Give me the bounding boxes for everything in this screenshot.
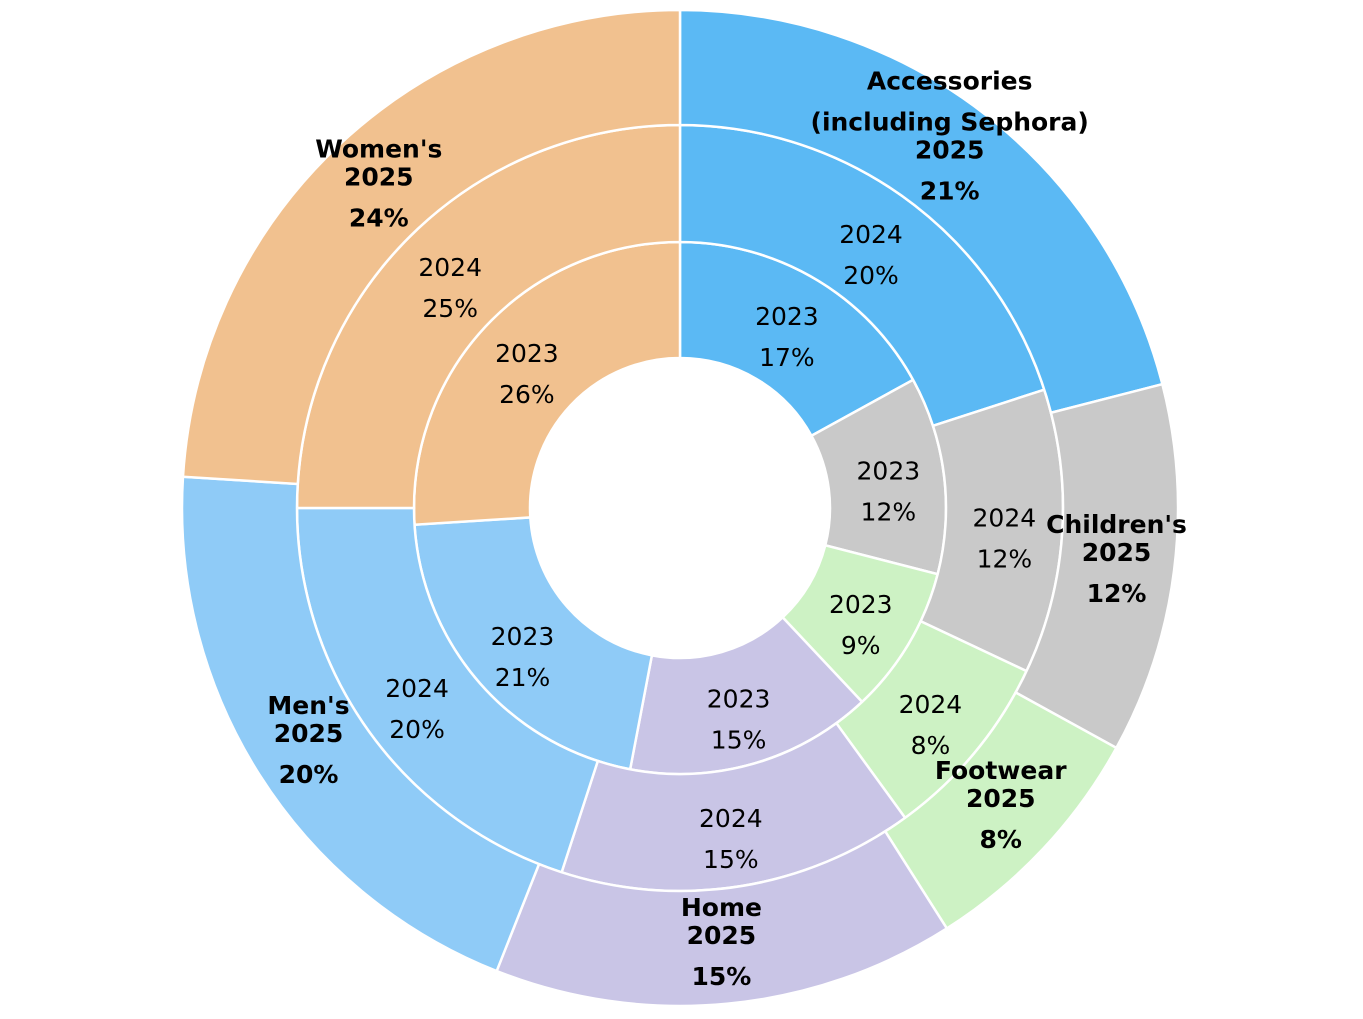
percent-label: 8%	[911, 731, 951, 760]
year-label: 2024	[699, 804, 763, 833]
percent-label: 15%	[703, 845, 759, 874]
percent-label: 26%	[499, 380, 555, 409]
year-label: 2024	[385, 674, 449, 703]
year-label: 2024	[973, 503, 1037, 532]
percent-label: 20%	[279, 760, 339, 789]
year-label: 2025	[344, 162, 414, 191]
year-label: 2023	[829, 590, 893, 619]
category-label: Men's	[267, 691, 349, 720]
year-label: 2025	[687, 921, 757, 950]
percent-label: 25%	[422, 294, 478, 323]
year-label: 2024	[899, 690, 963, 719]
percent-label: 15%	[691, 962, 751, 991]
year-label: 2025	[274, 719, 344, 748]
year-label: 2023	[491, 622, 555, 651]
year-label: 2025	[1082, 538, 1152, 567]
percent-label: 17%	[759, 343, 815, 372]
year-label: 2023	[707, 685, 771, 714]
category-label: Home	[681, 893, 762, 922]
year-label: 2024	[418, 253, 482, 282]
year-label: 2025	[915, 135, 985, 164]
percent-label: 20%	[389, 715, 445, 744]
category-label: Footwear	[935, 756, 1067, 785]
percent-label: 12%	[977, 544, 1033, 573]
percent-label: 9%	[841, 631, 881, 660]
segment-2025-0	[678, 8, 1164, 415]
year-label: 2023	[857, 457, 921, 486]
segment-2025-5	[181, 8, 682, 486]
percent-label: 21%	[920, 176, 980, 205]
category-label: Accessories	[867, 66, 1033, 95]
category-label: Women's	[315, 134, 442, 163]
percent-label: 24%	[349, 203, 409, 232]
year-label: 2023	[755, 302, 819, 331]
percent-label: 12%	[861, 498, 917, 527]
year-label: 2023	[495, 339, 559, 368]
percent-label: 12%	[1087, 579, 1147, 608]
percent-label: 15%	[711, 726, 767, 755]
percent-label: 8%	[980, 825, 1022, 854]
percent-label: 20%	[843, 261, 899, 290]
year-label: 2024	[839, 220, 903, 249]
category-label: (including Sephora)	[811, 107, 1089, 136]
category-label: Children's	[1046, 510, 1187, 539]
year-label: 2025	[966, 784, 1036, 813]
percent-label: 21%	[495, 663, 551, 692]
